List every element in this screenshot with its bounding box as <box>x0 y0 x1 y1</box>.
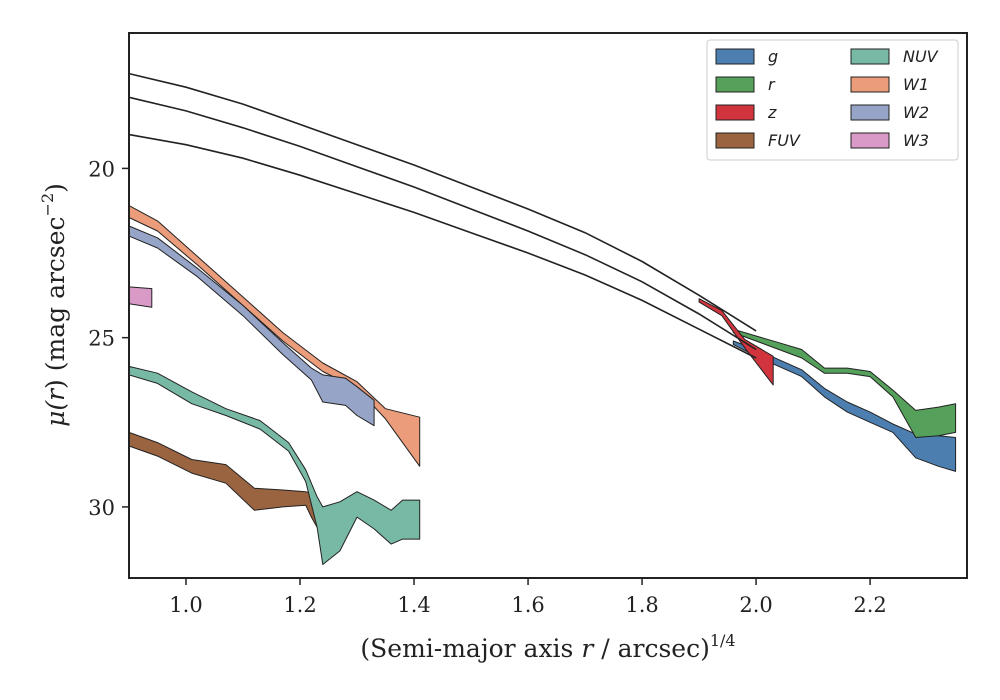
profile-line-3 <box>128 133 757 359</box>
band-w1 <box>128 205 421 467</box>
legend-swatch-w3 <box>850 132 890 149</box>
legend-swatch-z <box>715 104 755 121</box>
legend-swatch-fuv <box>715 132 755 149</box>
band-w3 <box>128 286 153 308</box>
y-axis-label-tail: ) (mag arcsec <box>41 216 70 389</box>
x-axis-label-tail: / arcsec) <box>593 634 710 663</box>
x-axis: 1.0 1.2 1.4 1.6 1.8 2.0 2.2 <box>169 578 887 617</box>
legend-swatch-w2 <box>850 104 890 121</box>
profile-line-1 <box>128 72 757 332</box>
legend: grz FUV NUV W1 W2 W3 <box>706 39 959 161</box>
band-r <box>732 328 957 438</box>
legend-label-r: r <box>768 75 776 94</box>
legend-swatch-w1 <box>850 76 890 93</box>
x-axis-label: (Semi-major axis r / arcsec)1/4 <box>360 631 735 663</box>
band-z <box>698 298 774 386</box>
profile-lines-layer <box>128 72 757 359</box>
legend-swatch-r <box>715 76 755 93</box>
legend-label-w3: W3 <box>903 131 929 150</box>
x-axis-label-main: (Semi-major axis <box>360 634 581 663</box>
band-w2 <box>128 225 375 427</box>
y-axis: 20 25 30 <box>88 157 129 520</box>
y-axis-label: μ(r) (mag arcsec−2) <box>38 183 70 427</box>
band-nuv <box>128 365 421 565</box>
legend-swatch-nuv <box>850 48 890 65</box>
legend-swatch-g <box>715 48 755 65</box>
x-axis-label-var: r <box>581 634 595 663</box>
y-axis-label-close: ) <box>41 183 70 193</box>
band-g <box>732 340 957 472</box>
legend-label-nuv: NUV <box>903 47 939 66</box>
legend-label-fuv: FUV <box>768 131 801 150</box>
y-tick-label: 25 <box>88 327 115 351</box>
y-tick-label: 30 <box>88 496 115 520</box>
x-tick-label: 1.4 <box>397 593 430 617</box>
x-tick-label: 2.2 <box>853 593 886 617</box>
y-tick-label: 20 <box>88 157 115 181</box>
x-tick-label: 1.8 <box>625 593 658 617</box>
y-axis-label-var: r <box>41 387 70 401</box>
plot-frame <box>128 32 968 579</box>
x-tick-label: 1.2 <box>283 593 316 617</box>
legend-label-w1: W1 <box>903 75 929 94</box>
x-axis-label-sup: 1/4 <box>710 631 736 650</box>
legend-frame <box>706 39 959 161</box>
legend-label-g: g <box>768 47 778 66</box>
x-tick-label: 1.0 <box>169 593 202 617</box>
legend-label-z: z <box>767 103 777 122</box>
x-tick-label: 1.6 <box>511 593 544 617</box>
x-tick-label: 2.0 <box>739 593 772 617</box>
bands-layer <box>128 205 957 565</box>
legend-label-w2: W2 <box>903 103 929 122</box>
profile-line-2 <box>128 96 757 351</box>
y-axis-label-mu: μ( <box>41 400 70 427</box>
y-axis-label-sup: −2 <box>38 193 57 217</box>
